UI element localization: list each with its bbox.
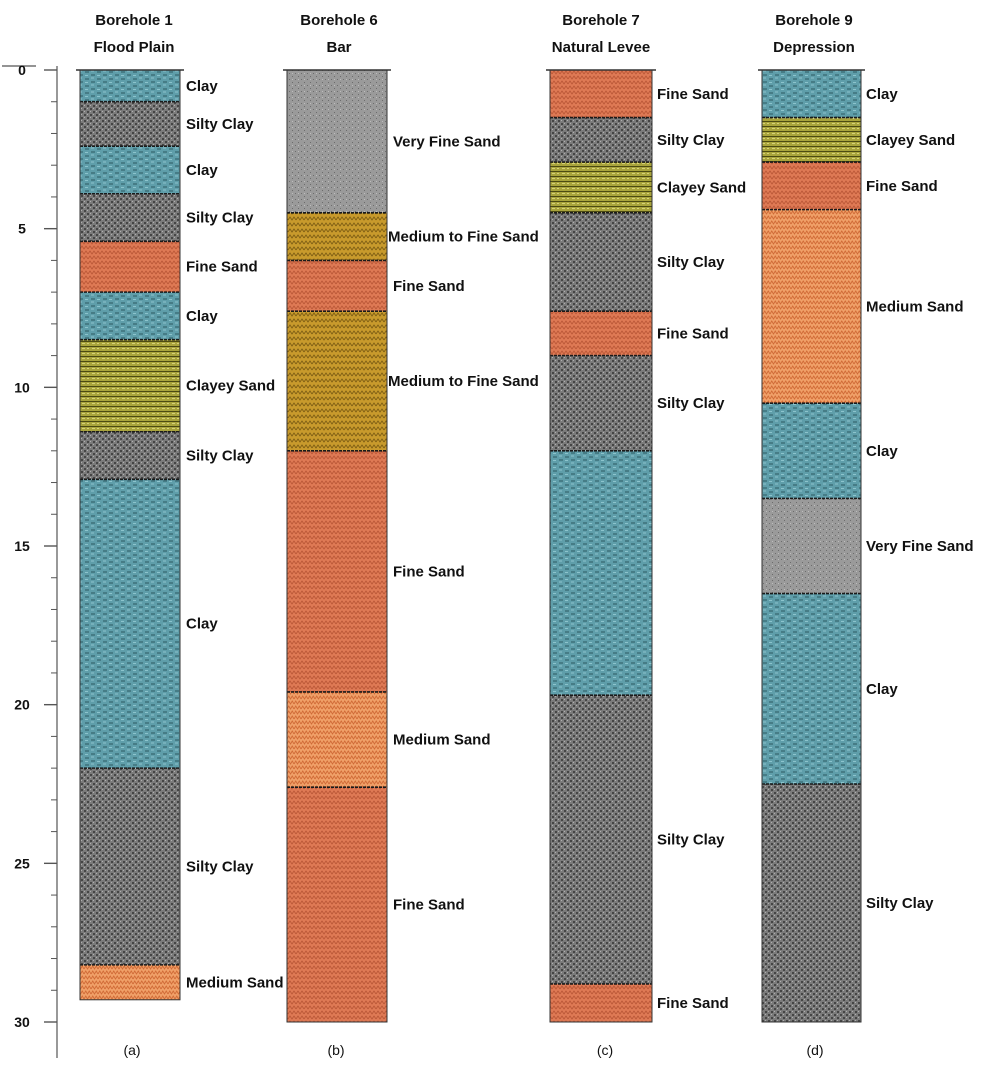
layer-label: Silty Clay (657, 832, 725, 849)
layer-fine-sand (550, 983, 652, 1022)
layer-label: Very Fine Sand (866, 538, 974, 555)
layer-label: Silty Clay (186, 116, 254, 133)
layer-clay (762, 70, 861, 118)
layer-label: Clayey Sand (186, 378, 275, 395)
depth-tick-label: 5 (18, 221, 26, 237)
borehole-title: Borehole 1 (95, 12, 173, 29)
layer-label: Clayey Sand (657, 179, 746, 196)
layer-clayey-sand (550, 162, 652, 213)
layer-clay (762, 403, 861, 499)
layer-clayey-sand (762, 117, 861, 163)
layer-clayey-sand (80, 339, 180, 432)
layer-label: Clay (186, 616, 218, 633)
layer-silty-clay (80, 768, 180, 965)
layer-label: Silty Clay (186, 210, 254, 227)
depth-tick-label: 15 (14, 538, 30, 554)
layer-label: Silty Clay (657, 132, 725, 149)
layer-label: Silty Clay (866, 895, 934, 912)
borehole-setting: Flood Plain (94, 39, 175, 56)
depth-axis: 0 5 10 15 20 25 30 (2, 62, 58, 1058)
layer-label: Fine Sand (657, 325, 729, 342)
layer-label: Fine Sand (186, 259, 258, 276)
panel-label: (a) (123, 1042, 140, 1058)
layer-label: Clayey Sand (866, 132, 955, 149)
layer-label: Fine Sand (393, 278, 465, 295)
borehole-title: Borehole 9 (775, 12, 853, 29)
layer-label: Very Fine Sand (393, 133, 501, 150)
layer-very-fine-sand (287, 70, 387, 213)
layer-silty-clay (762, 784, 861, 1022)
layer-fine-sand (80, 241, 180, 293)
layer-label: Medium to Fine Sand (388, 229, 539, 246)
panel-label: (c) (597, 1042, 613, 1058)
layer-fine-sand (287, 260, 387, 312)
layer-label: Silty Clay (657, 395, 725, 412)
borehole-setting: Natural Levee (552, 39, 650, 56)
layer-label: Silty Clay (657, 254, 725, 271)
layer-label: Medium to Fine Sand (388, 373, 539, 390)
layer-silty-clay (80, 431, 180, 480)
layer-medium-sand (287, 691, 387, 788)
borehole-bh-9: Borehole 9 Depression Clay Clayey Sand Fine … (758, 12, 974, 1058)
layer-medium-sand (80, 964, 180, 1000)
depth-tick-label: 25 (14, 855, 30, 871)
layer-clay (80, 479, 180, 769)
layer-label: Fine Sand (393, 897, 465, 914)
layer-label: Silty Clay (186, 859, 254, 876)
layer-silty-clay (80, 193, 180, 242)
layer-label: Silty Clay (186, 448, 254, 465)
layer-label: Medium Sand (866, 298, 964, 315)
layer-label: Fine Sand (657, 995, 729, 1012)
layer-silty-clay (550, 355, 652, 451)
borehole-title: Borehole 7 (562, 12, 640, 29)
layer-clay (80, 146, 180, 194)
layer-label: Clay (186, 78, 218, 95)
layer-silty-clay (550, 212, 652, 312)
layer-label: Medium Sand (186, 974, 284, 991)
layer-label: Clay (866, 443, 898, 460)
borehole-columns: Borehole 1 Flood Plain Clay Silty Clay Clay S… (76, 12, 974, 1058)
layer-clay (762, 593, 861, 784)
layer-fine-sand (287, 450, 387, 692)
layer-label: Clay (186, 308, 218, 325)
borehole-setting: Depression (773, 39, 855, 56)
layer-very-fine-sand (762, 498, 861, 594)
layer-label: Medium Sand (393, 732, 491, 749)
layer-label: Clay (866, 681, 898, 698)
layer-label: Fine Sand (657, 86, 729, 103)
layer-fine-sand (550, 70, 652, 118)
layer-label: Clay (866, 86, 898, 103)
layer-clay (80, 292, 180, 340)
layer-silty-clay (80, 101, 180, 147)
layer-label: Clay (186, 162, 218, 179)
layer-medium-sand (762, 209, 861, 404)
layer-clay (550, 450, 652, 696)
layer-silty-clay (550, 695, 652, 984)
depth-tick-label: 10 (14, 379, 30, 395)
layer-medium-to-fine-sand (287, 311, 387, 451)
depth-tick-label: 30 (14, 1014, 30, 1030)
borehole-bh-1: Borehole 1 Flood Plain Clay Silty Clay Clay S… (76, 12, 284, 1058)
layer-fine-sand (762, 162, 861, 210)
panel-label: (d) (806, 1042, 823, 1058)
panel-label: (b) (327, 1042, 344, 1058)
layer-label: Fine Sand (393, 563, 465, 580)
layer-fine-sand (287, 787, 387, 1022)
borehole-title: Borehole 6 (300, 12, 378, 29)
borehole-bh-6: Borehole 6 Bar Very Fine Sand Medium to Fin… (283, 12, 539, 1058)
layer-fine-sand (550, 311, 652, 356)
depth-tick-label: 0 (18, 62, 26, 78)
depth-tick-label: 20 (14, 697, 30, 713)
layer-clay (80, 70, 180, 102)
borehole-setting: Bar (326, 39, 351, 56)
layer-medium-to-fine-sand (287, 212, 387, 261)
borehole-bh-7: Borehole 7 Natural Levee Fine Sand Silty Cl… (546, 12, 746, 1058)
layer-silty-clay (550, 117, 652, 163)
layer-label: Fine Sand (866, 178, 938, 195)
